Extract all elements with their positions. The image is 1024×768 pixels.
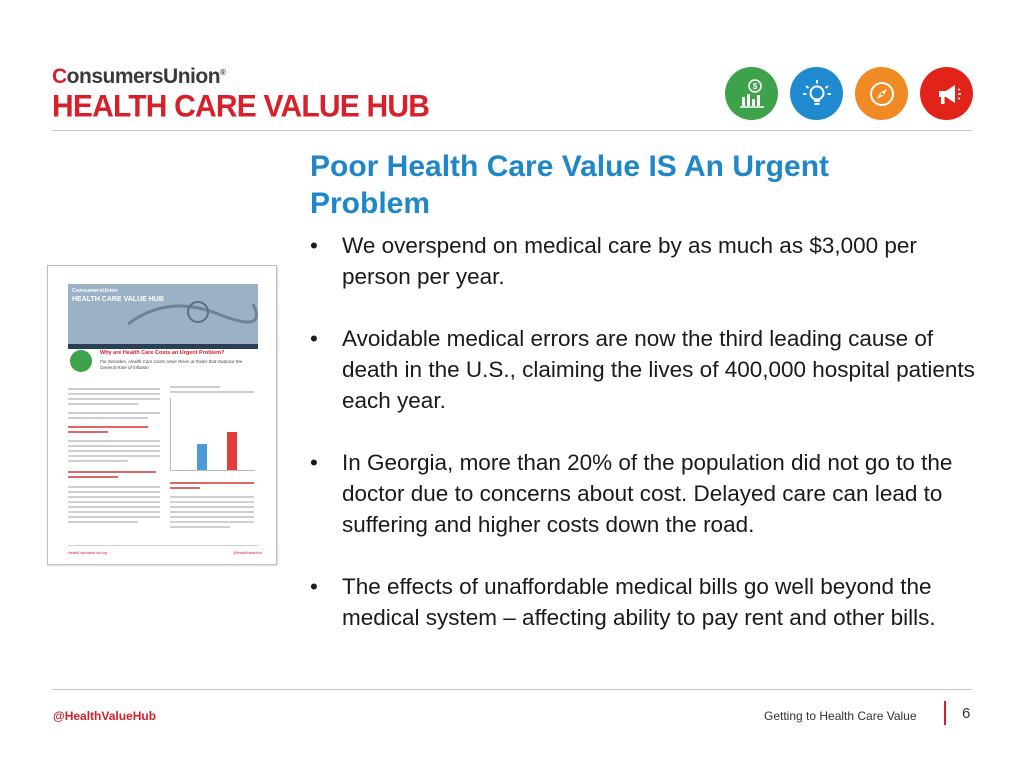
thumbnail-hub: HEALTH CARE VALUE HUB: [72, 296, 164, 303]
thumbnail-text-line: [170, 511, 254, 513]
thumbnail-heading-line: [170, 487, 200, 489]
chart-dollar-icon: $: [725, 67, 778, 120]
thumbnail-text-line: [68, 403, 138, 405]
thumbnail-text-line: [68, 445, 160, 447]
thumbnail-text-line: [68, 450, 160, 452]
thumbnail-text-line: [68, 521, 138, 523]
thumbnail-text-line: [170, 516, 254, 518]
logo-registered-mark: ®: [220, 68, 226, 77]
thumbnail-heading-line: [68, 431, 108, 433]
thumbnail-text-line: [68, 516, 160, 518]
thumbnail-text-line: [170, 501, 254, 503]
thumbnail-footer-rule: [68, 545, 258, 546]
logo-brand-prefix: C: [52, 65, 67, 88]
thumbnail-heading-line: [68, 471, 156, 473]
thumbnail-footer-right: @HealthValueHub: [233, 551, 262, 555]
thumbnail-heading-line: [170, 482, 254, 484]
thumbnail-subtitle: For Decades, Health Care Costs Have Rise…: [100, 359, 243, 370]
thumbnail-text-line: [68, 440, 160, 442]
thumbnail-footer-left: HealthCareValueHub.org: [68, 551, 107, 555]
thumbnail-text-line: [68, 388, 160, 390]
thumbnail-text-line: [170, 386, 220, 388]
megaphone-icon: [920, 67, 973, 120]
bullet-text: The effects of unaffordable medical bill…: [342, 574, 936, 630]
thumbnail-text-line: [68, 412, 160, 414]
slide-title: Poor Health Care Value IS An Urgent Prob…: [310, 150, 830, 220]
thumbnail-text-line: [68, 491, 160, 493]
footer-section-title: Getting to Health Care Value: [764, 709, 917, 723]
header-icon-row: $: [725, 67, 973, 120]
bullet-text: Avoidable medical errors are now the thi…: [342, 326, 975, 413]
thumbnail-text-line: [170, 526, 230, 528]
thumbnail-text-line: [170, 521, 254, 523]
thumbnail-text-line: [68, 501, 160, 503]
thumbnail-bar-blue: [197, 444, 207, 470]
thumbnail-text-line: [170, 506, 254, 508]
bullet-text: In Georgia, more than 20% of the populat…: [342, 450, 953, 537]
consumers-union-logo: ConsumersUnion® HEALTH CARE VALUE HUB: [52, 62, 430, 124]
bullet-marker: •: [310, 326, 318, 351]
page-number: 6: [962, 705, 971, 722]
bullet-marker: •: [310, 233, 318, 258]
thumbnail-question: Why are Health Care Costs an Urgent Prob…: [100, 350, 225, 356]
thumbnail-bar-red: [227, 432, 237, 470]
bullet-item: • The effects of unaffordable medical bil…: [306, 571, 976, 633]
logo-hub-title: HEALTH CARE VALUE HUB: [52, 89, 430, 124]
thumbnail-text-line: [170, 496, 254, 498]
svg-text:$: $: [752, 82, 757, 91]
logo-brand: ConsumersUnion®: [52, 62, 429, 88]
thumbnail-text-line: [68, 417, 148, 419]
bullet-marker: •: [310, 450, 318, 475]
thumbnail-text-line: [68, 496, 160, 498]
bullet-item: • We overspend on medical care by as much…: [306, 230, 976, 292]
thumbnail-brand: ConsumersUnion: [72, 288, 118, 294]
thumbnail-bar-chart: [170, 398, 255, 471]
thumbnail-text-line: [68, 460, 128, 462]
thumbnail-text-line: [68, 393, 160, 395]
footer-divider: [52, 689, 972, 690]
logo-brand-rest: onsumersUnion: [66, 65, 221, 88]
thumbnail-chart-icon: [70, 350, 92, 372]
thumbnail-text-line: [68, 511, 160, 513]
bullet-marker: •: [310, 574, 318, 599]
thumbnail-text-line: [68, 455, 160, 457]
thumbnail-text-line: [170, 391, 254, 393]
thumbnail-text-line: [68, 506, 160, 508]
thumbnail-text-line: [68, 486, 160, 488]
thumbnail-heading-line: [68, 476, 118, 478]
bullet-list: • We overspend on medical care by as much…: [306, 230, 976, 664]
lightbulb-icon: [790, 67, 843, 120]
header-divider: [52, 130, 972, 131]
compass-icon: [855, 67, 908, 120]
twitter-handle: @HealthValueHub: [53, 709, 157, 723]
report-thumbnail: ConsumersUnion HEALTH CARE VALUE HUB Why…: [47, 265, 277, 565]
bullet-item: • In Georgia, more than 20% of the popula…: [306, 447, 976, 540]
bullet-text: We overspend on medical care by as much …: [342, 233, 917, 289]
thumbnail-banner: ConsumersUnion HEALTH CARE VALUE HUB: [68, 284, 258, 344]
bullet-item: • Avoidable medical errors are now the th…: [306, 323, 976, 416]
thumbnail-strip: [68, 344, 258, 349]
thumbnail-text-line: [68, 398, 160, 400]
footer-separator: [944, 701, 946, 725]
thumbnail-heading-line: [68, 426, 148, 428]
